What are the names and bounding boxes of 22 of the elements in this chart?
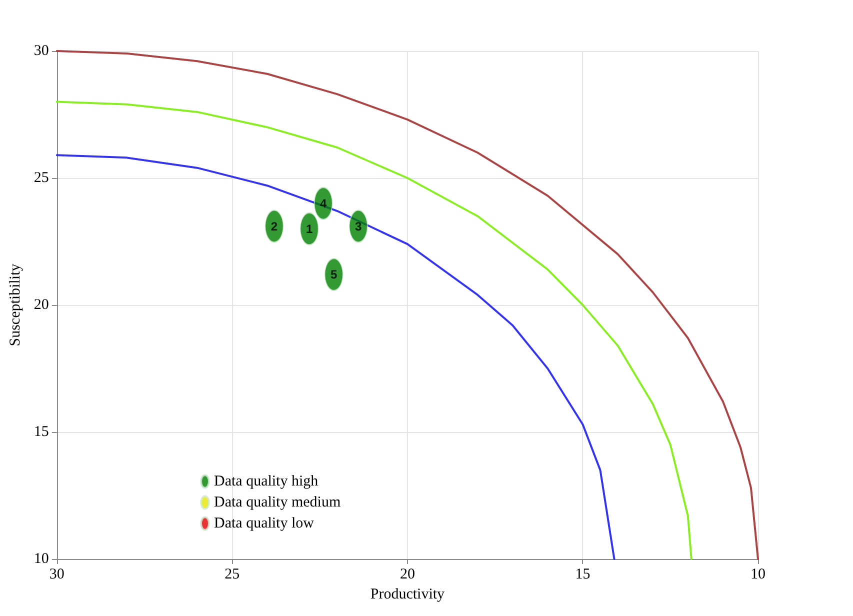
legend-label: Data quality medium xyxy=(214,494,341,510)
y-tick-label: 30 xyxy=(34,43,49,59)
x-axis-title: Productivity xyxy=(370,586,446,602)
y-tick-label: 10 xyxy=(34,551,49,567)
x-tick-label: 30 xyxy=(49,566,64,582)
x-tick-label: 10 xyxy=(750,566,766,582)
annotation: 4 xyxy=(320,196,327,210)
line-series xyxy=(56,154,616,560)
x-tick-label: 20 xyxy=(400,566,415,582)
annotation: 5 xyxy=(330,268,338,282)
annotation: 1 xyxy=(306,222,313,236)
legend-label: Data quality high xyxy=(214,474,319,490)
y-tick-label: 15 xyxy=(34,424,49,440)
x-tick-label: 15 xyxy=(575,566,590,582)
legend-label: Data quality low xyxy=(214,516,314,532)
y-tick-label: 25 xyxy=(34,170,49,186)
line-series xyxy=(56,100,692,560)
y-tick-label: 20 xyxy=(34,297,49,313)
annotation: 2 xyxy=(270,219,278,234)
y-axis-title: Susceptibility xyxy=(8,263,24,346)
annotation: 3 xyxy=(355,219,362,234)
x-tick-label: 25 xyxy=(224,566,240,582)
